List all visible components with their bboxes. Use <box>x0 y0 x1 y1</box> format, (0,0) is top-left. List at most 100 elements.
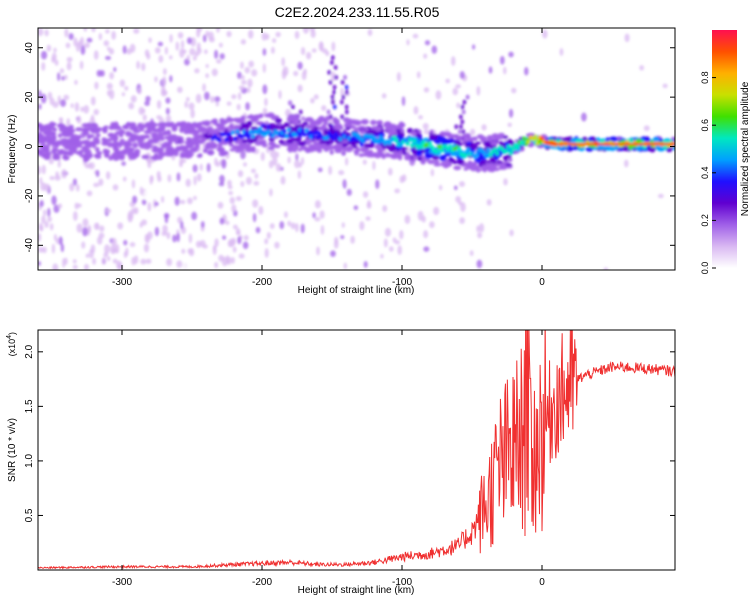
colorbar-tick-label: 0.4 <box>700 167 710 180</box>
heatmap-cell <box>164 46 169 55</box>
heatmap-cell <box>185 178 191 187</box>
heatmap-ridge-cell <box>313 130 318 135</box>
heatmap-cell <box>43 131 50 136</box>
heatmap-cell <box>90 96 96 106</box>
heatmap-ridge-cell <box>282 129 287 134</box>
heatmap-cell <box>643 137 651 142</box>
heatmap-cell <box>217 201 224 209</box>
heatmap-cell <box>53 233 58 241</box>
heatmap-cell <box>103 252 109 258</box>
heatmap-cell <box>477 232 483 239</box>
heatmap-cell <box>434 139 442 145</box>
heatmap-cell <box>154 226 160 237</box>
heatmap-cell <box>466 141 472 146</box>
heatmap-cell <box>353 205 359 211</box>
heatmap-cell <box>60 137 69 144</box>
heatmap-cell <box>231 94 237 100</box>
heatmap-ridge-cell <box>403 138 408 143</box>
heatmap-cell <box>476 225 480 233</box>
heatmap-cell <box>237 92 242 100</box>
heatmap-cell <box>271 38 277 43</box>
heatmap-cell <box>169 121 175 126</box>
heatmap-cell <box>49 176 55 181</box>
heatmap-cell <box>423 230 429 239</box>
heatmap-cell <box>179 158 184 166</box>
heatmap-cell <box>404 156 412 161</box>
spectrogram-y-tick-label: -20 <box>24 188 35 203</box>
heatmap-cell <box>342 179 347 189</box>
heatmap-cell <box>221 119 228 125</box>
heatmap-cell <box>192 128 197 134</box>
heatmap-cell <box>38 135 42 141</box>
heatmap-cell <box>102 191 108 196</box>
heatmap-cell <box>486 199 492 206</box>
heatmap-cell <box>325 50 330 57</box>
heatmap-cell <box>647 147 656 152</box>
heatmap-cell <box>273 96 277 105</box>
heatmap-cell <box>353 127 361 131</box>
heatmap-cell <box>165 97 171 104</box>
heatmap-cell <box>178 146 185 150</box>
heatmap-cell <box>262 63 266 73</box>
heatmap-cell <box>312 120 317 127</box>
heatmap-cell <box>89 127 97 134</box>
heatmap-cell <box>313 141 318 145</box>
heatmap-cell <box>137 122 144 128</box>
heatmap-cell <box>82 132 90 136</box>
heatmap-cell <box>76 115 82 124</box>
heatmap-cell <box>66 118 71 128</box>
heatmap-cell <box>503 66 507 75</box>
heatmap-cell <box>258 205 264 215</box>
heatmap-cell <box>137 138 144 145</box>
heatmap-cell <box>47 91 53 100</box>
heatmap-ridge-cell <box>430 145 435 150</box>
heatmap-ridge-cell <box>251 134 256 139</box>
heatmap-cell <box>73 37 78 47</box>
heatmap-cell <box>250 146 256 151</box>
heatmap-cell <box>662 145 668 150</box>
heatmap-cell <box>53 47 57 53</box>
heatmap-cell <box>499 140 504 147</box>
heatmap-ridge-cell <box>394 138 399 143</box>
heatmap-cell <box>227 116 232 123</box>
heatmap-ridge-cell <box>522 136 527 141</box>
heatmap-cell <box>106 82 113 90</box>
heatmap-cell <box>121 161 126 166</box>
heatmap-cell <box>250 116 259 123</box>
heatmap-ridge-cell <box>271 133 276 138</box>
heatmap-cell <box>199 163 203 171</box>
heatmap-cell <box>113 121 119 128</box>
heatmap-cell <box>226 30 232 38</box>
heatmap-cell <box>204 91 210 101</box>
heatmap-cell <box>116 142 125 146</box>
heatmap-cell <box>119 138 125 143</box>
heatmap-cell <box>209 96 216 103</box>
heatmap-ridge-cell <box>506 144 511 150</box>
snr-line-group <box>38 330 675 570</box>
heatmap-cell <box>300 223 305 234</box>
heatmap-cell <box>188 233 193 244</box>
heatmap-ridge-cell <box>412 138 417 143</box>
heatmap-cell <box>51 243 56 254</box>
heatmap-cell <box>662 139 671 143</box>
heatmap-cell <box>156 100 162 109</box>
heatmap-cell <box>78 40 83 49</box>
heatmap-cell <box>247 78 253 88</box>
heatmap-cell <box>336 123 341 128</box>
heatmap-cell <box>657 193 664 199</box>
heatmap-cell <box>503 135 509 140</box>
heatmap-ridge-cell <box>428 141 432 146</box>
heatmap-cell <box>337 90 341 96</box>
heatmap-ridge-cell <box>504 149 509 154</box>
heatmap-cell <box>265 33 270 41</box>
heatmap-cell <box>38 165 41 175</box>
heatmap-cell <box>216 28 220 33</box>
heatmap-cell <box>126 226 132 233</box>
heatmap-cell <box>194 139 202 144</box>
heatmap-cell <box>392 237 397 243</box>
heatmap-cell <box>266 231 271 239</box>
heatmap-cell <box>320 225 325 235</box>
snr-y-tick-label: 1.5 <box>24 399 35 413</box>
